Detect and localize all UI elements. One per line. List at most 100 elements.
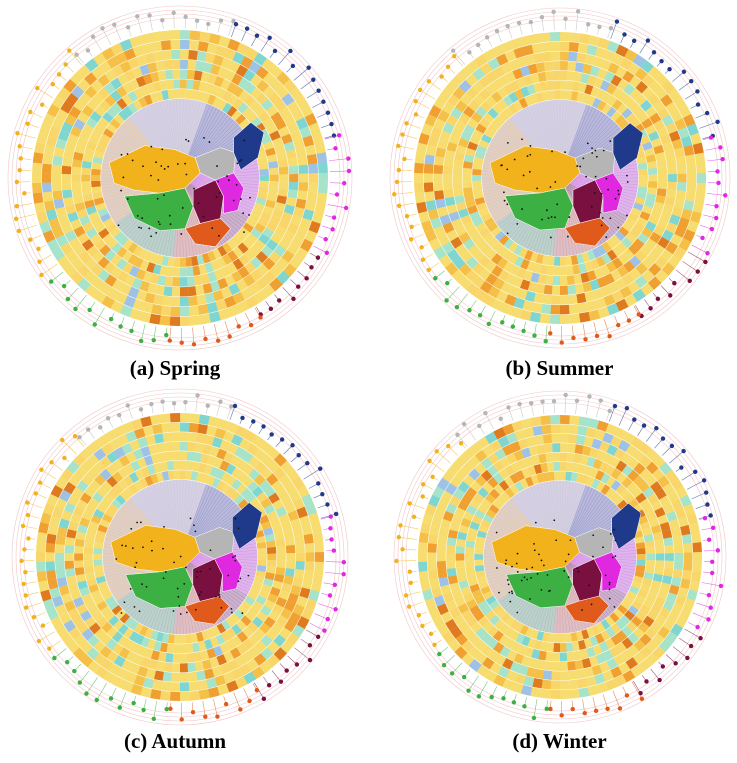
heatmap-cell [424,598,437,611]
heatmap-cell [528,445,539,457]
heatmap-cell [677,217,690,230]
heatmap-cell [683,598,696,611]
heatmap-cell [180,441,189,451]
heatmap-cell [560,41,570,52]
heatmap-cell [84,540,95,548]
map-station [163,526,165,528]
heatmap-cell [680,208,693,221]
station-dot [548,331,553,336]
map-station [231,611,233,614]
map-station [196,576,198,578]
heatmap-cell [91,180,101,188]
heatmap-cell [227,250,239,262]
heatmap-cell [618,226,630,237]
heatmap-cell [286,242,300,256]
station-dot [138,338,144,344]
heatmap-cell [535,92,544,103]
heatmap-cell [216,480,227,492]
station-dot [681,69,687,74]
map-station [540,588,543,591]
heatmap-cell [536,630,545,641]
heatmap-cell [266,446,281,460]
heatmap-cell [295,146,307,158]
heatmap-cell [65,568,76,578]
heatmap-cell [255,595,267,606]
heatmap-cell [681,533,692,545]
heatmap-cell [36,531,48,543]
heatmap-cell [259,174,269,182]
heatmap-cell [81,160,92,169]
station-dot [614,19,620,24]
station-dot [98,425,103,430]
map-station [138,610,141,613]
heatmap-cell [265,221,278,233]
heatmap-cell [220,471,232,483]
heatmap-cell [276,487,289,500]
heatmap-cell [127,242,138,254]
heatmap-cell [465,540,476,548]
heatmap-cell [568,42,580,53]
heatmap-cell [440,611,453,624]
map-station [184,162,187,165]
station-dot [544,706,549,711]
heatmap-cell [279,174,289,182]
map-station [139,521,142,524]
station-stem [192,327,195,345]
heatmap-cell [259,180,269,188]
station-dot [521,328,526,334]
heatmap-cell [42,191,54,202]
heatmap-cell [163,441,173,452]
map-station [157,220,160,223]
circos-plot-autumn [11,388,349,726]
station-dot [651,50,657,55]
heatmap-cell [171,672,180,682]
outer-ring [397,394,723,720]
heatmap-cell [650,137,663,148]
heatmap-cell [69,270,84,285]
heatmap-cell [508,103,519,115]
station-dot [61,283,67,289]
heatmap-cell [600,473,611,484]
heatmap-cell [231,270,243,283]
heatmap-cell [240,56,254,69]
heatmap-cell [195,60,205,72]
map-station [555,539,558,542]
heatmap-cell [568,51,578,62]
heatmap-cell [93,461,106,474]
map-station [529,598,531,600]
heatmap-cell [140,656,151,668]
heatmap-cell [179,306,190,317]
heatmap-cell [635,262,648,276]
heatmap-cell [243,94,256,107]
station-stem [399,202,415,207]
heatmap-cell [100,497,112,509]
heatmap-cell [610,234,622,246]
heatmap-cell [673,246,687,260]
heatmap-cell [478,207,490,217]
heatmap-cell [567,434,578,444]
heatmap-cell [496,495,507,506]
heatmap-cell [236,643,248,655]
heatmap-cell [139,625,149,637]
heatmap-cell [431,515,443,528]
heatmap-cell [269,174,279,182]
heatmap-cell [480,585,491,595]
heatmap-cell [284,536,295,546]
heatmap-cell [305,503,317,516]
heatmap-cell [221,619,232,631]
station-stem [18,224,38,232]
heatmap-cell [630,664,644,678]
heatmap-cell [296,485,310,498]
heatmap-cell [107,600,119,611]
heatmap-cell [502,423,515,436]
map-station [608,583,611,586]
station-dot [672,280,677,286]
heatmap-cell [464,546,475,554]
heatmap-cell [121,659,133,672]
heatmap-cell [223,650,235,663]
station-dot [151,337,156,343]
heatmap-cell [270,232,283,245]
heatmap-cell [193,651,203,662]
heatmap-cell [231,235,242,247]
heatmap-cell [471,262,485,276]
